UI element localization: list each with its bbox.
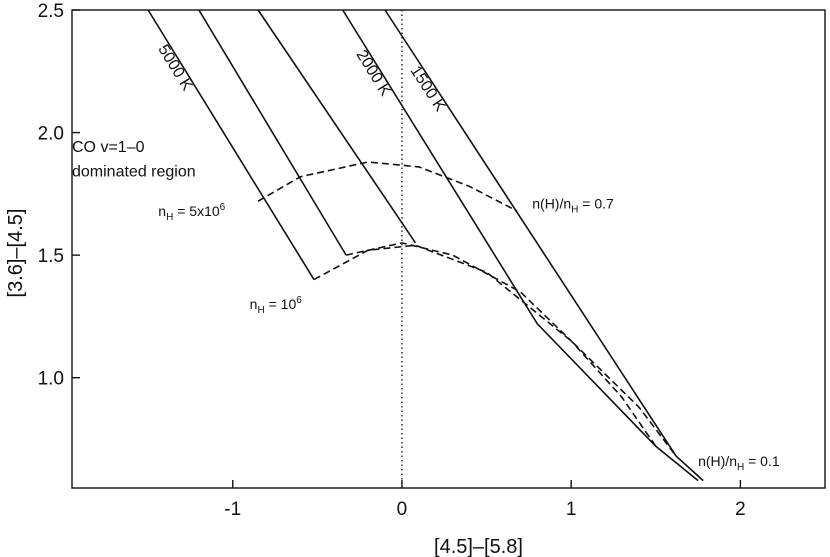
series-label: 2000 K [353,47,394,99]
isotherm-line-0 [147,9,315,281]
plot-area [71,9,826,489]
annotation: n(H)/nH = 0.7 [532,196,614,216]
annotation: CO v=1–0 [72,139,145,156]
x-axis-title: [4.5]–[5.8] [434,536,523,557]
series-label: 1500 K [407,63,449,115]
isotherm-line-3 [342,9,699,482]
isotherm-line-1 [198,9,347,256]
x-tick-label: -1 [224,499,241,520]
dashed-curve-5 [313,244,677,457]
dashed-curve-6 [345,242,657,447]
dashed-curve-7 [257,161,518,212]
annotation: nH = 5x106 [158,202,225,223]
y-tick-label: 1.0 [38,369,64,390]
annotation: dominated region [72,164,196,181]
x-tick-label: 0 [397,499,408,520]
y-tick-label: 1.5 [38,246,64,267]
x-tick-label: 2 [735,499,746,520]
y-axis-title: [3.6]–[4.5] [5,209,27,298]
isotherm-line-4 [384,9,704,482]
plot-frame [71,9,826,489]
annotation: nH = 106 [250,295,303,316]
annotation: n(H)/nH = 0.1 [698,453,780,473]
y-tick-label: 2.0 [38,124,64,145]
text-layer: -1 0 1 2 1.0 1.5 2.0 2.5 [4.5]–[5.8] [3.6]–[4.5] 5… [5,1,780,557]
x-tick-label: 1 [566,499,577,520]
isotherm-line-2 [257,9,417,244]
series-label: 5000 K [154,42,195,94]
y-tick-label: 2.5 [38,1,64,22]
